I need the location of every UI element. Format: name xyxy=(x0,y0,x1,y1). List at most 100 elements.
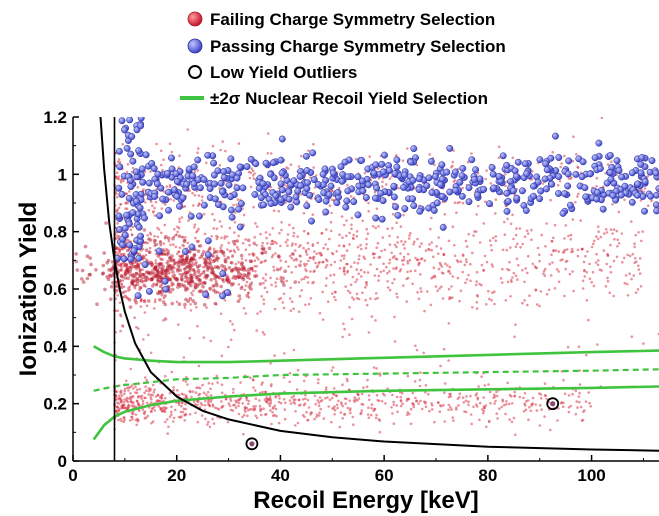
failing-point xyxy=(219,312,223,316)
failing-point xyxy=(392,400,395,404)
failing-point xyxy=(406,262,410,265)
failing-point xyxy=(381,180,384,184)
passing-point xyxy=(415,175,423,183)
failing-point xyxy=(590,245,594,249)
failing-point xyxy=(568,272,572,276)
failing-point xyxy=(188,336,191,340)
failing-point xyxy=(590,280,593,284)
failing-point xyxy=(173,228,176,231)
failing-point xyxy=(292,348,296,352)
failing-point xyxy=(204,264,208,269)
failing-point xyxy=(282,376,286,379)
failing-point xyxy=(550,239,554,243)
passing-point xyxy=(127,255,135,263)
failing-point xyxy=(286,167,290,170)
failing-point xyxy=(375,367,378,370)
failing-point xyxy=(374,292,378,295)
passing-point xyxy=(278,169,286,177)
passing-point xyxy=(126,241,134,249)
passing-point xyxy=(465,198,473,206)
passing-point xyxy=(438,192,446,200)
failing-point xyxy=(162,158,165,161)
passing-point xyxy=(225,181,233,189)
failing-point xyxy=(289,402,293,405)
failing-point xyxy=(209,264,213,269)
failing-point xyxy=(228,250,232,253)
failing-point xyxy=(212,422,216,425)
failing-point xyxy=(253,407,256,411)
failing-point xyxy=(169,198,172,201)
failing-point xyxy=(622,256,626,260)
failing-point xyxy=(567,406,571,409)
failing-point xyxy=(252,405,255,408)
failing-point xyxy=(495,412,499,416)
failing-point xyxy=(176,282,181,287)
failing-point xyxy=(574,201,577,204)
failing-point xyxy=(264,390,268,394)
failing-point xyxy=(484,177,488,181)
failing-point xyxy=(376,241,380,245)
failing-point xyxy=(198,386,202,390)
failing-point xyxy=(584,400,588,403)
failing-point xyxy=(205,306,208,309)
failing-point xyxy=(461,270,465,274)
failing-point xyxy=(506,280,510,284)
passing-point xyxy=(121,224,129,232)
failing-point xyxy=(304,397,307,401)
passing-point xyxy=(470,176,478,183)
failing-point xyxy=(393,243,397,247)
failing-point xyxy=(384,402,387,405)
failing-point xyxy=(314,261,317,265)
passing-point xyxy=(472,166,480,174)
failing-point xyxy=(646,204,650,207)
failing-point xyxy=(451,416,455,419)
failing-point xyxy=(238,398,242,401)
failing-point xyxy=(319,407,323,411)
failing-point xyxy=(185,395,188,399)
failing-point xyxy=(458,395,461,399)
failing-point xyxy=(81,280,86,284)
outlier-point-core xyxy=(550,401,556,407)
failing-point xyxy=(294,410,297,413)
failing-point xyxy=(453,244,456,247)
failing-point xyxy=(318,411,321,415)
failing-point xyxy=(122,416,125,420)
passing-point xyxy=(162,285,170,293)
failing-point xyxy=(255,416,259,420)
passing-point xyxy=(401,171,409,179)
failing-point xyxy=(118,407,122,410)
failing-point xyxy=(471,251,474,255)
failing-point xyxy=(361,291,364,295)
failing-point xyxy=(417,402,420,405)
failing-point xyxy=(115,283,119,288)
failing-point xyxy=(478,418,481,422)
failing-point xyxy=(119,273,124,278)
failing-point xyxy=(188,389,191,393)
failing-point xyxy=(117,175,121,178)
failing-point xyxy=(506,268,509,271)
failing-point xyxy=(306,398,310,402)
failing-point xyxy=(386,387,389,391)
failing-point xyxy=(487,383,490,386)
failing-point xyxy=(177,393,181,397)
failing-point xyxy=(209,339,213,343)
failing-point xyxy=(145,378,148,382)
passing-point xyxy=(401,205,409,213)
failing-point xyxy=(152,271,156,276)
failing-point xyxy=(109,297,113,302)
failing-point xyxy=(265,400,269,403)
failing-point xyxy=(494,212,497,215)
passing-point xyxy=(164,169,171,177)
failing-point xyxy=(554,249,558,252)
passing-point xyxy=(200,176,208,183)
failing-point xyxy=(130,280,134,285)
failing-point xyxy=(207,381,211,385)
failing-point xyxy=(262,281,265,285)
failing-point xyxy=(218,164,222,167)
failing-point xyxy=(116,294,119,297)
passing-point xyxy=(195,212,203,220)
failing-point xyxy=(142,283,146,288)
failing-point xyxy=(420,290,423,293)
failing-point xyxy=(173,408,177,412)
failing-point xyxy=(397,187,400,190)
